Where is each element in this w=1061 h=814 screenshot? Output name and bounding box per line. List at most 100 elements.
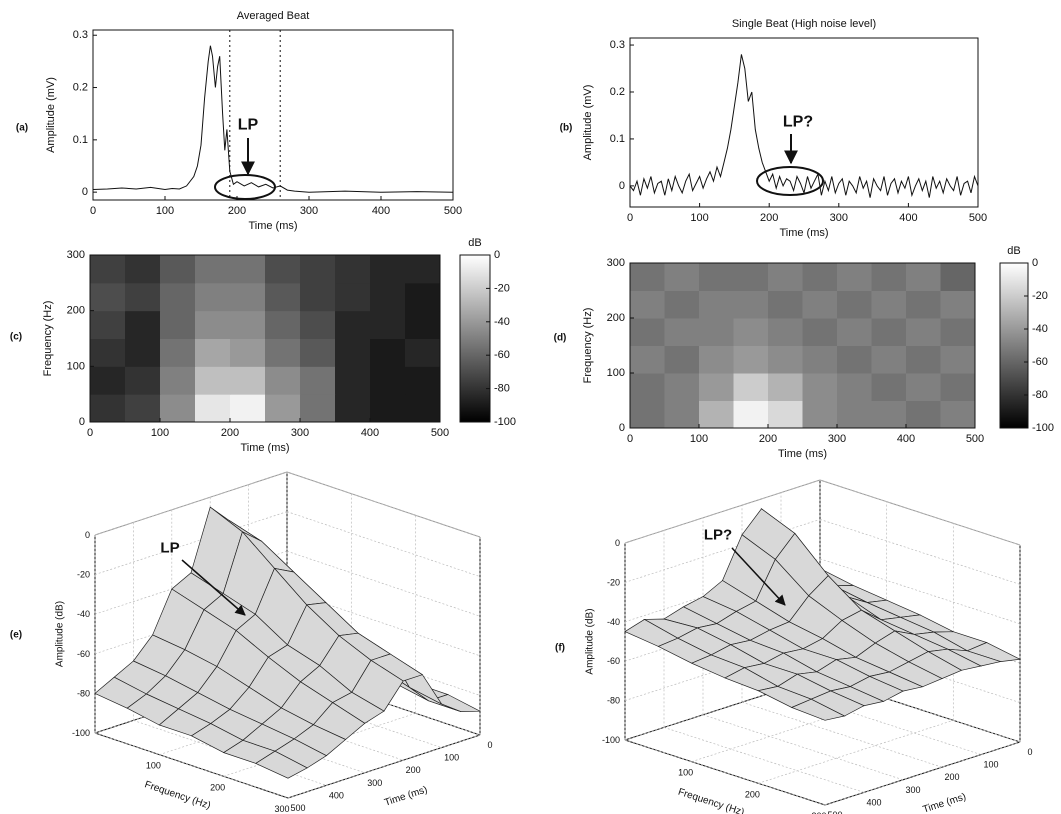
heat-cell — [405, 366, 441, 395]
x-tick-label: 100 — [690, 212, 708, 224]
z-axis-label: Amplitude (dB) — [585, 608, 596, 674]
surface-patch — [255, 750, 308, 779]
heat-cell — [230, 255, 266, 284]
heat-cell — [906, 345, 941, 374]
colorbar-tick-label: -80 — [1032, 389, 1048, 401]
heat-cell — [733, 263, 769, 291]
heat-cell — [871, 290, 907, 319]
y-tick-label: 200 — [607, 312, 625, 324]
heat-cell — [906, 290, 941, 319]
y-axis-label: Frequency (Hz) — [42, 301, 54, 377]
panel-label: (f) — [555, 643, 565, 654]
heat-cell — [630, 290, 665, 319]
y-axis-label: Time (ms) — [383, 784, 429, 808]
colorbar — [459, 254, 491, 423]
heat-cell — [125, 394, 161, 423]
x-axis-label: Time (ms) — [779, 227, 828, 239]
x-tick-label: 500 — [969, 212, 987, 224]
x-tick-label: 500 — [444, 205, 462, 217]
x-tick-label: 100 — [151, 427, 169, 439]
x-tick-label: 200 — [759, 433, 777, 445]
heat-cell — [335, 255, 371, 284]
y-tick-label: 300 — [905, 785, 920, 795]
panel-label: (d) — [554, 333, 567, 344]
heat-cell — [871, 373, 907, 401]
heat-cell — [265, 255, 301, 284]
x-tick-label: 300 — [828, 433, 846, 445]
panel-label: (b) — [560, 123, 573, 134]
y-tick-label: 300 — [607, 257, 625, 269]
heat-cell — [802, 345, 838, 374]
heat-cell — [335, 310, 371, 339]
heat-cell — [768, 400, 803, 429]
z-tick-label: -60 — [77, 649, 90, 659]
heat-cell — [300, 282, 336, 312]
heat-cell — [768, 345, 803, 374]
heat-cell — [265, 366, 301, 395]
heat-cell — [265, 282, 301, 312]
heat-cell — [837, 263, 872, 291]
heat-cell — [405, 255, 441, 284]
heat-cell — [940, 318, 976, 346]
z-tick-label: -20 — [607, 577, 620, 587]
heat-cell — [370, 338, 406, 367]
panel-label: (a) — [16, 123, 28, 134]
x-tick-label: 500 — [966, 433, 984, 445]
heat-cell — [90, 366, 126, 395]
heat-cell — [300, 394, 336, 423]
x-tick-label: 500 — [431, 427, 449, 439]
y-tick-label: 0.2 — [610, 86, 625, 98]
z-tick-label: -20 — [77, 570, 90, 580]
heat-cell — [370, 255, 406, 284]
heat-cell — [90, 310, 126, 339]
grid-line — [94, 471, 288, 536]
heat-cell — [837, 345, 872, 374]
grid-line — [286, 550, 481, 617]
colorbar-tick-label: -20 — [1032, 290, 1048, 302]
heat-cell — [125, 255, 161, 284]
colorbar-tick-label: -40 — [1032, 323, 1048, 335]
box-edge — [624, 479, 821, 544]
grid-line — [286, 511, 481, 577]
x-tick-label: 300 — [291, 427, 309, 439]
z-tick-label: -80 — [607, 696, 620, 706]
y-tick-label: 100 — [67, 360, 85, 372]
heat-cell — [699, 373, 734, 401]
annotation: LP? — [783, 114, 813, 131]
heat-cell — [664, 290, 700, 319]
heat-cell — [802, 263, 838, 291]
y-axis-label: Time (ms) — [922, 791, 968, 814]
colorbar-label: dB — [468, 237, 481, 249]
y-tick-label: 0 — [619, 422, 625, 434]
colorbar-tick-label: -20 — [494, 282, 510, 294]
z-tick-label: -80 — [77, 688, 90, 698]
x-tick-label: 200 — [745, 789, 760, 799]
y-tick-label: 0.1 — [610, 133, 625, 145]
heat-cell — [230, 394, 266, 423]
heat-cell — [664, 318, 700, 346]
y-tick-label: 500 — [827, 810, 842, 814]
z-tick-label: -40 — [607, 617, 620, 627]
grid-line — [702, 714, 904, 781]
x-tick-label: 0 — [90, 205, 96, 217]
heat-cell — [733, 373, 769, 401]
plot-frame — [629, 37, 979, 208]
heat-cell — [802, 290, 838, 319]
heat-cell — [230, 366, 266, 395]
heat-cell — [370, 366, 406, 395]
heat-cell — [195, 255, 231, 284]
heat-cell — [230, 310, 266, 339]
heat-cell — [405, 282, 441, 312]
heat-cell — [768, 373, 803, 401]
heat-cell — [871, 345, 907, 374]
colorbar-tick-label: -40 — [494, 316, 510, 328]
x-tick-label: 400 — [361, 427, 379, 439]
z-tick-label: -100 — [602, 735, 620, 745]
heat-cell — [906, 373, 941, 401]
heat-cell — [370, 394, 406, 423]
heat-cell — [90, 255, 126, 284]
x-tick-label: 100 — [146, 761, 161, 771]
y-tick-label: 0.3 — [610, 39, 625, 51]
x-tick-label: 100 — [678, 768, 693, 778]
heat-cell — [940, 290, 976, 319]
